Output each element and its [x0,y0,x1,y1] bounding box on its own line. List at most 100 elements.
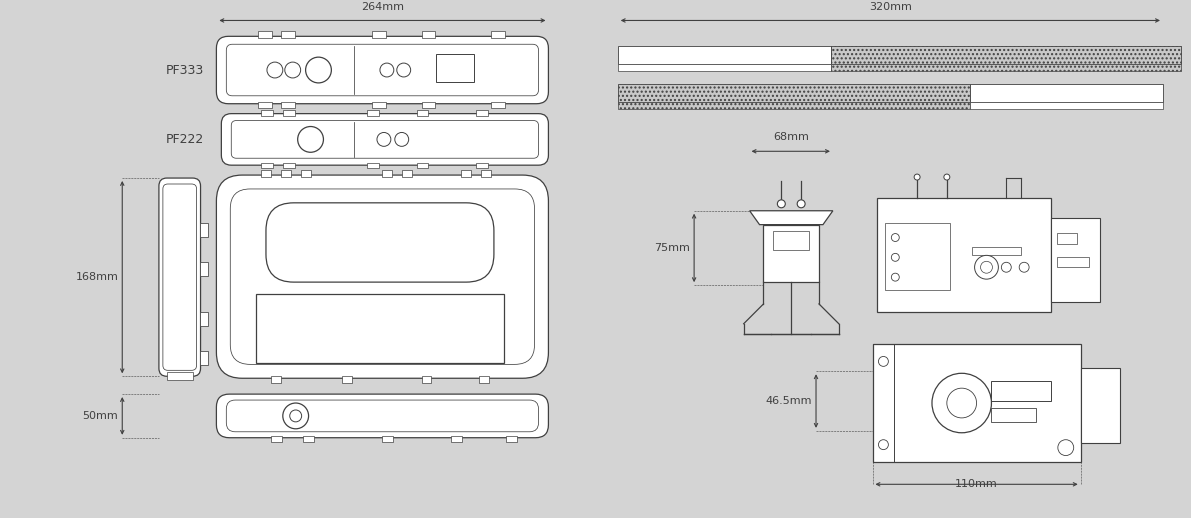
Circle shape [378,133,391,147]
Bar [422,376,431,383]
Bar [258,32,272,38]
Bar [401,170,412,177]
Bar [261,170,270,177]
Bar [258,102,272,108]
Bar [991,408,1036,422]
Text: 46.5mm: 46.5mm [766,396,812,406]
Circle shape [797,200,805,208]
Bar [270,436,282,442]
Bar [367,163,379,168]
Bar [969,102,1162,109]
Text: PF222: PF222 [166,133,204,146]
Bar [763,225,819,282]
Bar [972,248,1021,255]
Bar [885,223,949,290]
Bar [991,381,1050,401]
Circle shape [974,255,998,279]
Bar [282,110,294,116]
Text: 75mm: 75mm [654,243,690,253]
Bar [506,436,517,442]
Bar [281,32,294,38]
Circle shape [891,273,899,281]
Bar [261,163,273,168]
Bar [878,198,1050,312]
Circle shape [380,63,394,77]
Bar [461,170,472,177]
Circle shape [879,356,888,366]
Bar [476,110,488,116]
FancyBboxPatch shape [222,113,548,165]
FancyBboxPatch shape [217,36,548,104]
Polygon shape [749,211,833,225]
Circle shape [915,174,921,180]
Bar [200,262,208,276]
FancyBboxPatch shape [217,175,548,378]
Bar [422,102,436,108]
FancyBboxPatch shape [266,203,494,282]
Bar [300,170,311,177]
Circle shape [267,62,282,78]
Bar [417,163,429,168]
Bar [281,102,294,108]
Bar [873,343,1080,463]
Bar [873,343,894,463]
Bar [1080,368,1121,443]
Circle shape [285,62,300,78]
Bar [270,376,281,383]
Bar [831,64,1180,71]
Bar [479,376,490,383]
Circle shape [282,403,308,429]
Circle shape [397,63,411,77]
Bar [200,352,208,365]
Circle shape [933,373,991,433]
Circle shape [1058,440,1074,455]
Text: 50mm: 50mm [82,411,118,421]
Bar [481,170,491,177]
Circle shape [891,253,899,261]
Bar [261,110,273,116]
Bar [382,170,392,177]
Bar [167,372,193,380]
Bar [1056,257,1089,267]
Bar [491,102,505,108]
Bar [281,170,291,177]
Bar [417,110,429,116]
Bar [200,312,208,326]
Text: 264mm: 264mm [361,2,404,11]
Circle shape [298,126,324,152]
Bar [831,46,1180,64]
FancyBboxPatch shape [217,394,548,438]
Bar [422,32,436,38]
Bar [436,54,474,82]
Bar [618,46,831,64]
Circle shape [778,200,785,208]
Bar [1050,218,1100,302]
Circle shape [1019,262,1029,272]
Bar [342,376,353,383]
Bar [775,215,807,223]
Bar [1056,233,1077,244]
Bar [618,84,969,102]
Circle shape [891,234,899,241]
Bar [200,223,208,237]
Bar [372,32,386,38]
Bar [618,64,831,71]
Text: PF333: PF333 [166,64,204,77]
Bar [476,163,488,168]
Circle shape [879,440,888,450]
Text: 110mm: 110mm [955,479,998,490]
Bar [282,163,294,168]
Bar [303,436,313,442]
Text: 320mm: 320mm [869,2,912,11]
Bar [773,231,809,250]
Bar [372,102,386,108]
Circle shape [394,133,409,147]
Bar [367,110,379,116]
Bar [382,436,393,442]
Bar [618,102,969,109]
Bar [451,436,462,442]
Text: 168mm: 168mm [75,272,118,282]
Bar [491,32,505,38]
FancyBboxPatch shape [158,178,200,376]
Circle shape [944,174,949,180]
